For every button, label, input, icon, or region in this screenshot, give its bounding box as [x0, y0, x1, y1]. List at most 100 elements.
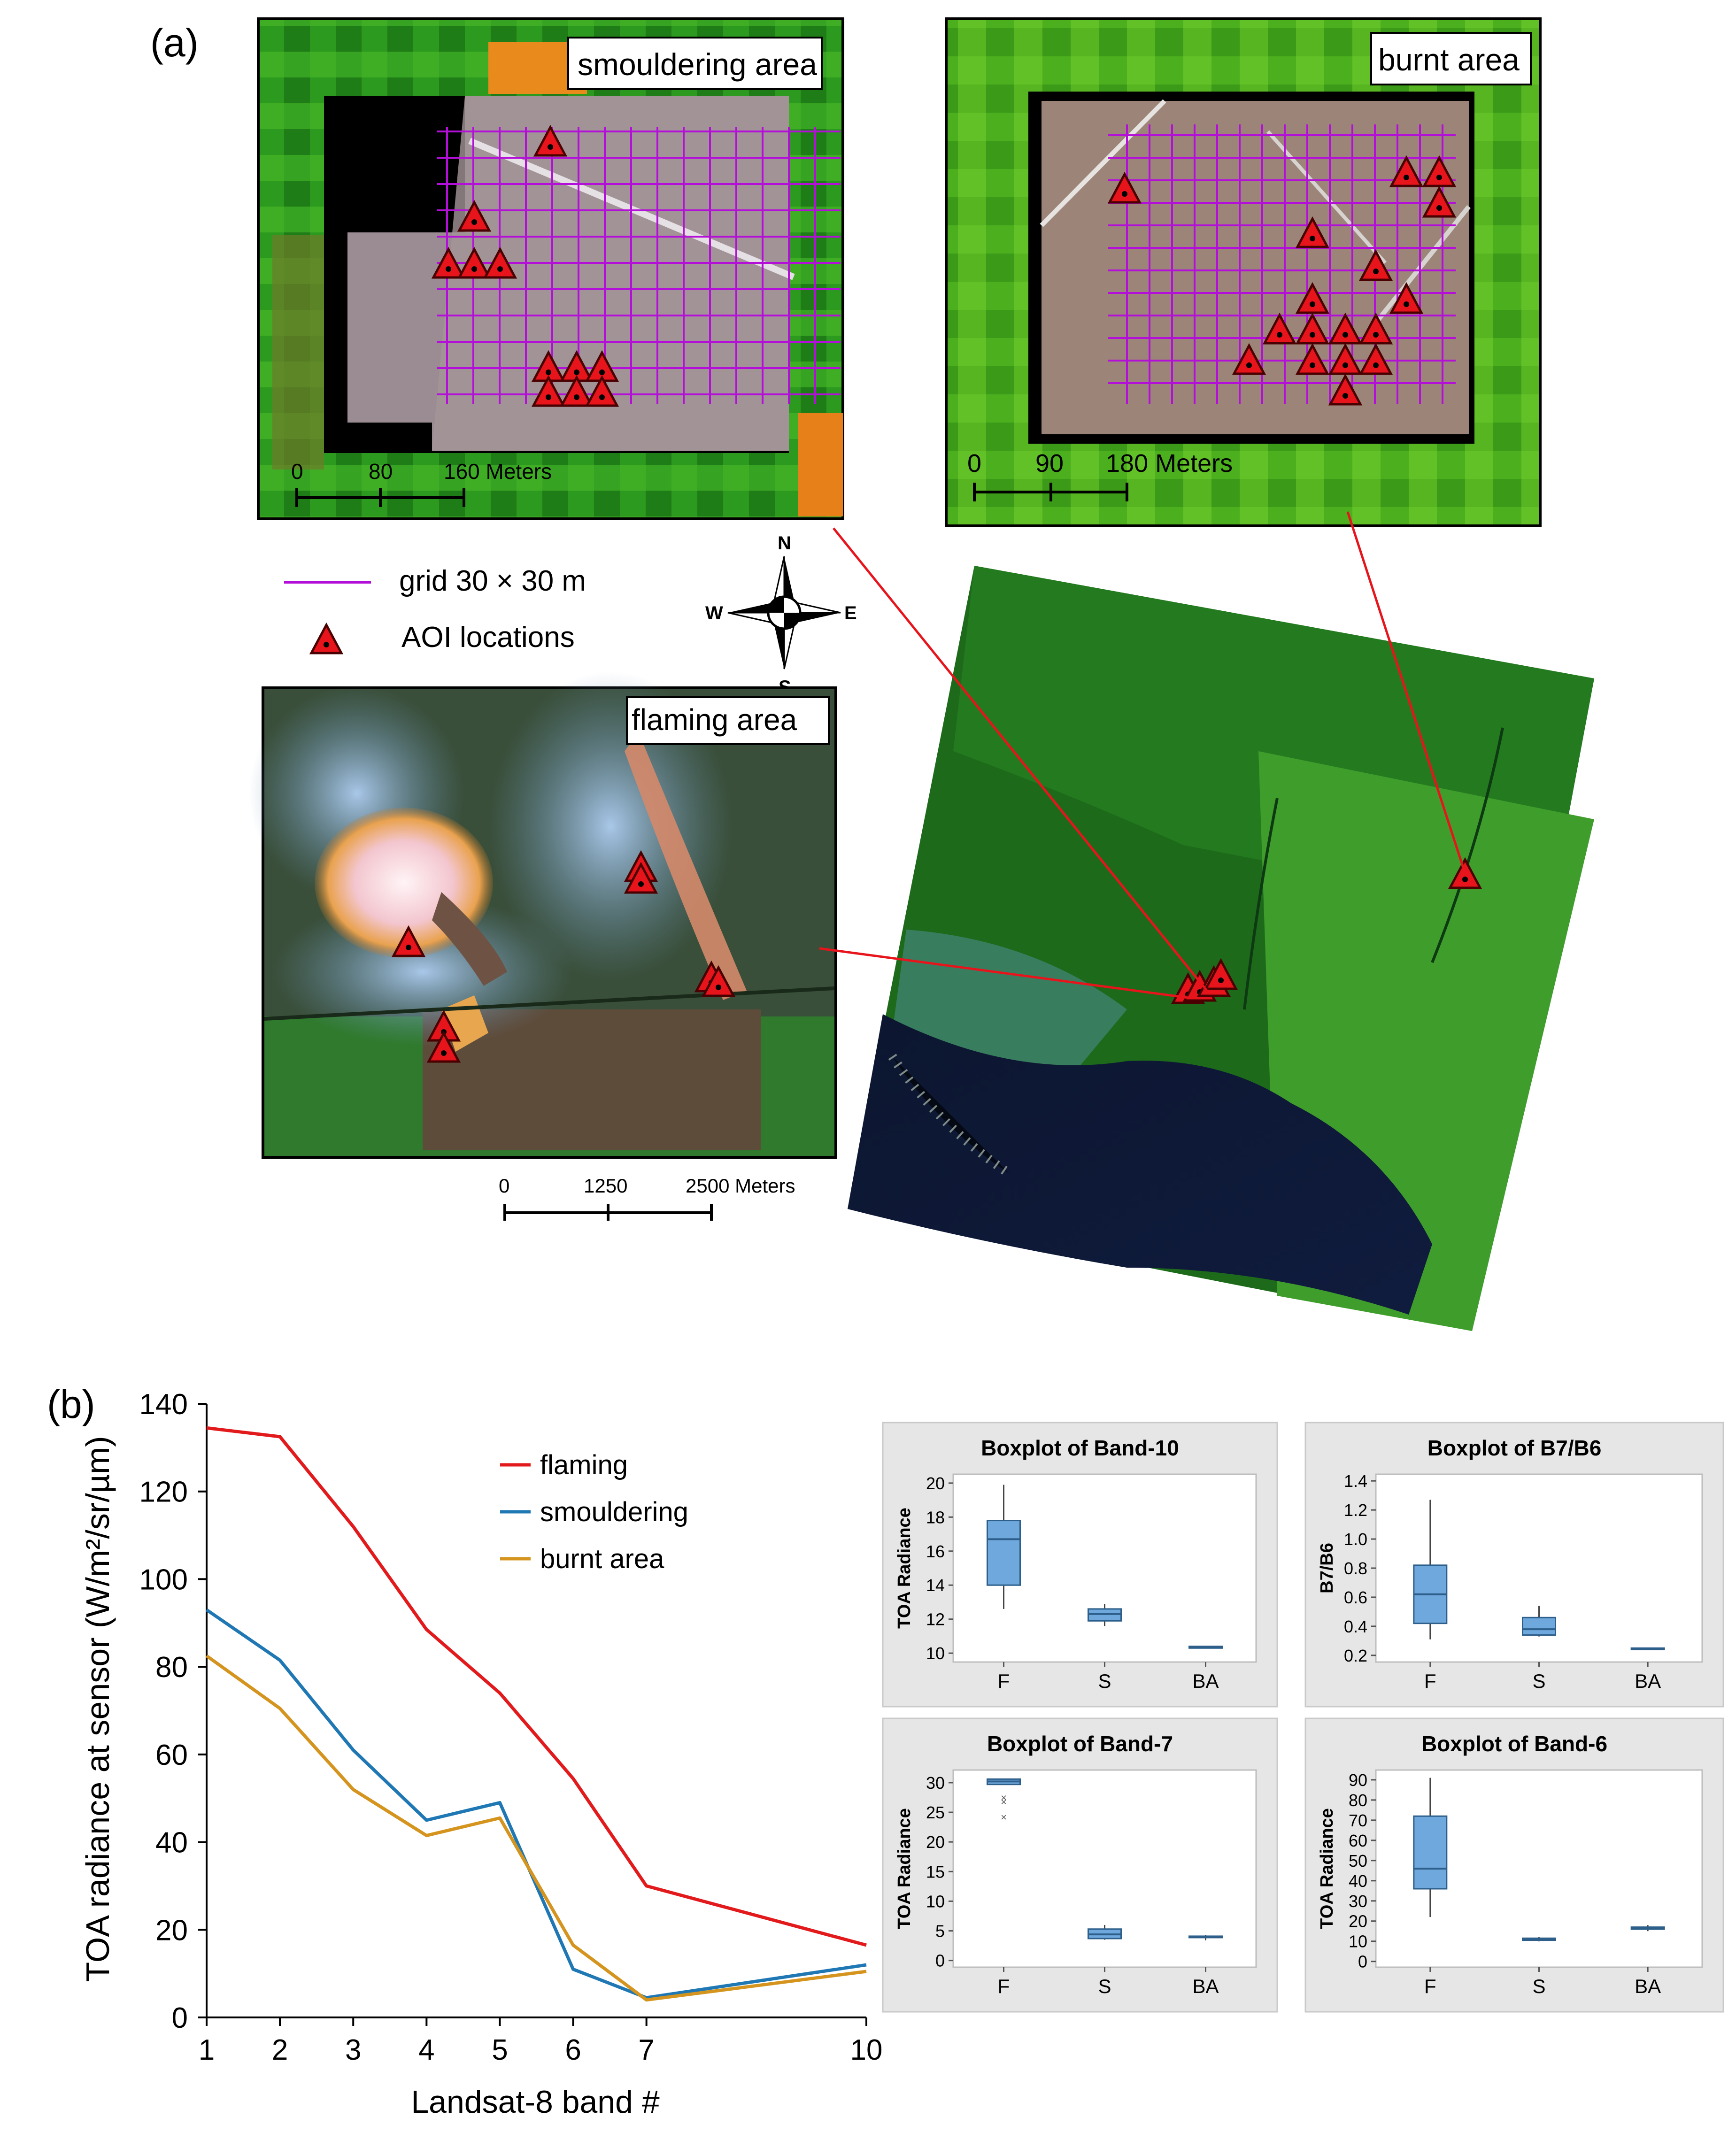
burnt-title: burnt area	[1378, 42, 1520, 77]
burnt-scale-bar: 0 90 180 Meters	[967, 449, 1233, 501]
boxplot-title: Boxplot of Band-7	[987, 1732, 1173, 1756]
y-tick-label: 0	[172, 2002, 188, 2034]
y-tick-label: 100	[139, 1563, 188, 1596]
box-outlier: ×	[1001, 1796, 1007, 1808]
y-tick-label: 0	[1358, 1952, 1367, 1971]
y-tick-label: 0	[935, 1951, 945, 1970]
legend-aoi-label: AOI locations	[401, 621, 575, 654]
scale-tick: 2500 Meters	[686, 1175, 795, 1197]
flaming-title: flaming area	[632, 703, 797, 737]
y-tick-label: 16	[926, 1542, 945, 1561]
legend-label-flaming: flaming	[540, 1450, 628, 1480]
y-tick-label: 18	[926, 1508, 945, 1527]
box-iqr	[1413, 1815, 1448, 1890]
y-tick-label: 20	[1349, 1912, 1367, 1931]
y-tick-label: 10	[926, 1892, 945, 1911]
boxplot-title: Boxplot of Band-10	[981, 1436, 1179, 1460]
y-tick-label: 120	[139, 1476, 188, 1509]
x-tick-label: BA	[1192, 1975, 1219, 1997]
x-tick-label: 10	[850, 2034, 883, 2066]
boxplot-panel: Boxplot of B7/B6 B7/B6 0.2 0.4 0.6 0.8 1.0 1.2 1…	[1304, 1422, 1724, 1708]
compass-w: W	[705, 603, 723, 623]
y-tick-label: 0.2	[1344, 1646, 1367, 1665]
panel-a-label: (a)	[150, 21, 199, 65]
y-axis-title: TOA radiance at sensor (W/m²/sr/µm)	[79, 1436, 116, 1982]
x-tick-label: S	[1098, 1670, 1111, 1692]
scale-tick: 1250	[584, 1175, 627, 1197]
y-tick-label: 50	[1349, 1851, 1367, 1870]
y-tick-label: 40	[1349, 1871, 1367, 1891]
y-tick-label: 60	[155, 1739, 188, 1771]
x-tick-label: F	[998, 1975, 1010, 1997]
y-tick-label: 40	[155, 1827, 188, 1859]
y-tick-label: 70	[1349, 1811, 1367, 1830]
legend-label-burnt: burnt area	[540, 1544, 664, 1574]
y-tick-label: 1.4	[1344, 1471, 1367, 1491]
boxplot-title: Boxplot of Band-6	[1421, 1732, 1607, 1756]
series-line-smouldering	[206, 1608, 867, 2000]
x-tick-label: 3	[345, 2034, 361, 2066]
x-tick-label: 2	[272, 2034, 288, 2066]
box-outlier: ×	[1001, 1792, 1007, 1804]
y-tick-label: 80	[155, 1651, 188, 1684]
scale-tick: 180 Meters	[1106, 449, 1233, 477]
series-line-burnt	[205, 1654, 867, 2002]
boxplot-y-title: B7/B6	[1317, 1543, 1337, 1593]
box-iqr	[1522, 1616, 1556, 1636]
y-tick-label: 1.0	[1344, 1530, 1367, 1549]
x-tick-label: 6	[565, 2034, 581, 2066]
map-legend: grid 30 × 30 m AOI locations	[284, 565, 586, 654]
scale-tick: 0	[499, 1175, 509, 1197]
boxplot-panel: Boxplot of Band-6 TOA Radiance 01020304050…	[1304, 1717, 1724, 2013]
landsat-scene	[848, 566, 1594, 1331]
compass-e: E	[844, 603, 857, 623]
x-tick-label: S	[1098, 1975, 1111, 1997]
smouldering-inset: smouldering area 0 80 160 Meters	[257, 17, 844, 520]
flaming-inset: flaming area	[249, 671, 837, 1159]
x-tick-label: 1	[199, 2034, 215, 2066]
y-tick-label: 0.8	[1344, 1559, 1367, 1578]
boxplot-y-title: TOA Radiance	[1317, 1808, 1337, 1929]
x-tick-label: F	[1424, 1975, 1436, 1997]
x-tick-label: F	[998, 1670, 1010, 1692]
box-iqr	[987, 1520, 1021, 1586]
x-tick-label: BA	[1192, 1670, 1219, 1692]
scale-tick: 80	[369, 459, 393, 484]
scale-tick: 160 Meters	[444, 459, 552, 484]
y-tick-label: 20	[926, 1832, 945, 1852]
y-tick-label: 140	[139, 1388, 188, 1421]
y-tick-label: 25	[926, 1803, 945, 1822]
scale-tick: 0	[967, 449, 981, 477]
flaming-scale-bar: 0 1250 2500 Meters	[499, 1175, 795, 1221]
y-tick-label: 12	[926, 1610, 945, 1629]
north-arrow-icon: N S E W	[705, 533, 857, 698]
x-tick-label: 5	[492, 2034, 508, 2066]
scale-tick: 90	[1035, 449, 1064, 477]
series-line-flaming	[206, 1426, 867, 1947]
boxplot-title: Boxplot of B7/B6	[1427, 1436, 1602, 1460]
y-tick-label: 10	[1349, 1932, 1367, 1951]
boxplot-y-title: TOA Radiance	[895, 1808, 914, 1929]
y-tick-label: 5	[935, 1922, 945, 1941]
x-tick-label: BA	[1635, 1670, 1661, 1692]
y-tick-label: 0.6	[1344, 1588, 1367, 1607]
x-tick-label: 4	[418, 2034, 434, 2066]
panel-b-label: (b)	[47, 1382, 95, 1426]
legend-grid-label: grid 30 × 30 m	[399, 565, 586, 597]
compass-n: N	[778, 533, 791, 554]
boxplot-y-title: TOA Radiance	[895, 1508, 914, 1629]
legend-label-smouldering: smouldering	[540, 1497, 688, 1527]
y-tick-label: 1.2	[1344, 1501, 1367, 1520]
boxplot-panel: Boxplot of Band-10 TOA Radiance 10 12 14 16 18…	[882, 1422, 1278, 1708]
y-tick-label: 14	[926, 1576, 945, 1595]
box-outlier: ×	[1001, 1811, 1007, 1823]
connector-lines	[819, 511, 1466, 999]
x-tick-label: S	[1532, 1670, 1545, 1692]
x-tick-label: F	[1424, 1670, 1436, 1692]
boxplot-panels: Boxplot of Band-10 TOA Radiance 10 12 14 16 18…	[882, 1422, 1724, 2013]
y-tick-label: 30	[926, 1773, 945, 1793]
y-tick-label: 15	[926, 1862, 945, 1881]
y-tick-label: 80	[1349, 1791, 1367, 1810]
y-tick-label: 60	[1349, 1831, 1367, 1850]
